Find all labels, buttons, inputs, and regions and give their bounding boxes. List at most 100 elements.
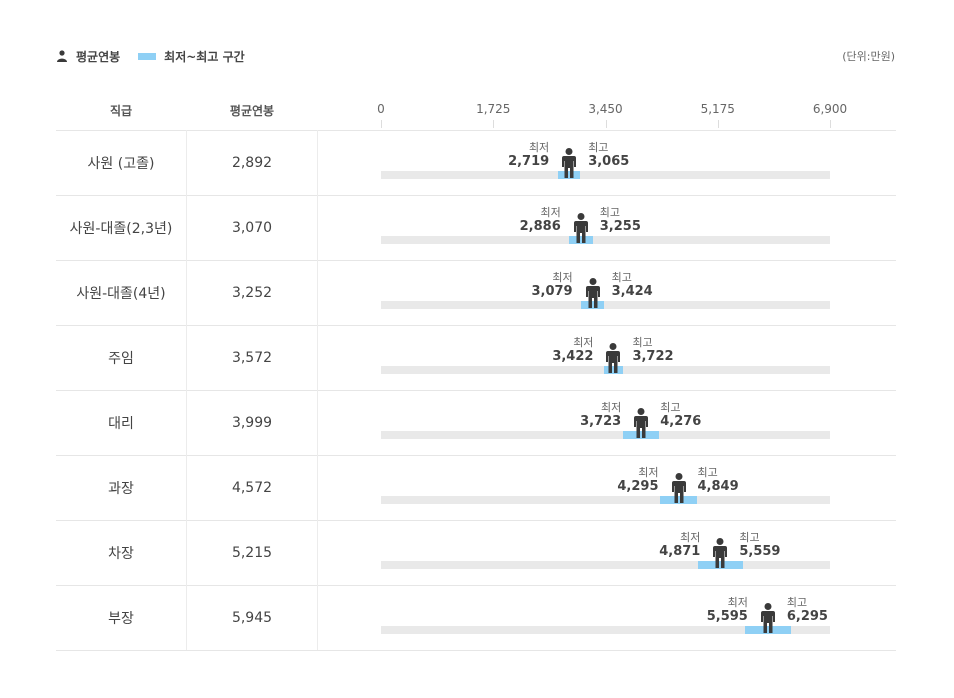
table-row: 과장 4,572 최저 4,295 최고 4,849 (56, 455, 896, 521)
table-row: 사원 (고졸) 2,892 최저 2,719 최고 3,065 (56, 130, 896, 196)
max-value: 6,295 (786, 609, 828, 624)
person-marker-icon (713, 538, 728, 568)
min-value: 3,079 (531, 284, 573, 299)
range-bar (568, 236, 593, 244)
min-label: 최저 (727, 596, 748, 609)
max-label: 최고 (632, 336, 653, 349)
axis-tick-mark (717, 120, 719, 128)
min-value: 3,422 (552, 349, 594, 364)
avg-salary-cell: 5,215 (187, 520, 318, 585)
max-label: 최고 (660, 401, 681, 414)
max-label: 최고 (697, 466, 718, 479)
range-track (381, 236, 830, 244)
axis-tick-label: 1,725 (476, 102, 511, 116)
max-label: 최고 (599, 206, 621, 219)
person-marker-icon (562, 148, 577, 178)
min-value: 3,723 (580, 414, 622, 429)
range-track (381, 561, 830, 569)
range-bar (745, 626, 791, 634)
min-label: 최저 (600, 401, 622, 414)
range-track (381, 626, 830, 634)
axis-tick-label: 5,175 (700, 102, 735, 116)
range-bar (557, 171, 581, 179)
min-label: 최저 (573, 336, 594, 349)
grade-cell: 과장 (56, 455, 187, 520)
min-label: 최저 (680, 531, 701, 544)
range-bar (697, 561, 743, 569)
range-track (381, 171, 830, 179)
max-value: 4,849 (697, 479, 739, 494)
min-label: 최저 (528, 141, 550, 154)
axis-tick-label: 0 (377, 102, 385, 116)
min-value: 2,719 (508, 154, 550, 169)
range-bar (603, 366, 624, 374)
grade-cell: 차장 (56, 520, 187, 585)
min-value: 2,886 (519, 219, 561, 234)
grade-cell: 사원-대졸(2,3년) (56, 195, 187, 260)
axis-tick-mark (381, 120, 382, 128)
table-row: 사원-대졸(2,3년) 3,070 최저 2,886 최고 3,255 (56, 195, 896, 261)
person-marker-icon (671, 473, 686, 503)
table-row: 차장 5,215 최저 4,871 최고 5,559 (56, 520, 896, 586)
max-label: 최고 (588, 141, 609, 154)
grade-cell: 사원-대졸(4년) (56, 260, 187, 325)
min-label: 최저 (552, 271, 573, 284)
axis-tick-mark (605, 120, 607, 128)
person-marker-icon (760, 603, 775, 633)
grade-cell: 주임 (56, 325, 187, 390)
max-label: 최고 (739, 531, 760, 544)
table-row: 사원-대졸(4년) 3,252 최저 3,079 최고 3,424 (56, 260, 896, 326)
axis-tick-label: 6,900 (812, 102, 848, 116)
grade-cell: 부장 (56, 585, 187, 650)
max-value: 3,722 (632, 349, 674, 364)
axis-tick-mark (493, 120, 495, 128)
range-bar (581, 301, 604, 309)
max-value: 5,559 (739, 544, 781, 559)
person-marker-icon (606, 343, 621, 373)
range-track (381, 301, 830, 309)
min-value: 4,871 (659, 544, 701, 559)
range-bar (623, 431, 660, 439)
avg-salary-cell: 2,892 (187, 130, 318, 195)
header-grade: 직급 (109, 104, 133, 118)
max-value: 4,276 (660, 414, 702, 429)
range-bar (660, 496, 697, 504)
person-marker-icon (634, 408, 649, 438)
axis-tick-mark (830, 120, 831, 128)
grade-cell: 사원 (고졸) (56, 130, 187, 195)
axis-tick-label: 3,450 (588, 102, 623, 116)
min-value: 5,595 (706, 609, 748, 624)
table-header: 직급 평균연봉 0 1,725 3,450 5,175 6,900 (56, 98, 896, 131)
avg-salary-cell: 4,572 (187, 455, 318, 520)
unit-label: (단위:만원) (842, 50, 895, 63)
avg-salary-cell: 3,070 (187, 195, 318, 260)
max-value: 3,424 (611, 284, 653, 299)
min-label: 최저 (638, 466, 659, 479)
person-marker-icon (585, 278, 600, 308)
table-row: 대리 3,999 최저 3,723 최고 4,276 (56, 390, 896, 456)
min-value: 4,295 (617, 479, 659, 494)
max-label: 최고 (786, 596, 808, 609)
range-track (381, 431, 830, 439)
max-label: 최고 (611, 271, 632, 284)
avg-salary-cell: 3,252 (187, 260, 318, 325)
avg-salary-cell: 5,945 (187, 585, 318, 650)
range-track (381, 496, 830, 504)
max-value: 3,255 (599, 219, 641, 234)
avg-salary-cell: 3,999 (187, 390, 318, 455)
avg-salary-cell: 3,572 (187, 325, 318, 390)
table-row: 부장 5,945 최저 5,595 최고 6,295 (56, 585, 896, 651)
legend-avg-label: 평균연봉 (76, 49, 121, 64)
grade-cell: 대리 (56, 390, 187, 455)
table-row: 주임 3,572 최저 3,422 최고 3,722 (56, 325, 896, 391)
legend-avg: 평균연봉 (56, 48, 120, 65)
min-label: 최저 (540, 206, 561, 219)
max-value: 3,065 (588, 154, 630, 169)
person-marker-icon (573, 213, 588, 243)
header-avg: 평균연봉 (229, 104, 275, 118)
legend-range-swatch (138, 52, 157, 60)
legend-range: 최저~최고 구간 (138, 48, 245, 65)
person-icon (57, 50, 67, 62)
legend: 평균연봉 최저~최고 구간 (56, 46, 263, 66)
legend-range-label: 최저~최고 구간 (164, 49, 245, 64)
